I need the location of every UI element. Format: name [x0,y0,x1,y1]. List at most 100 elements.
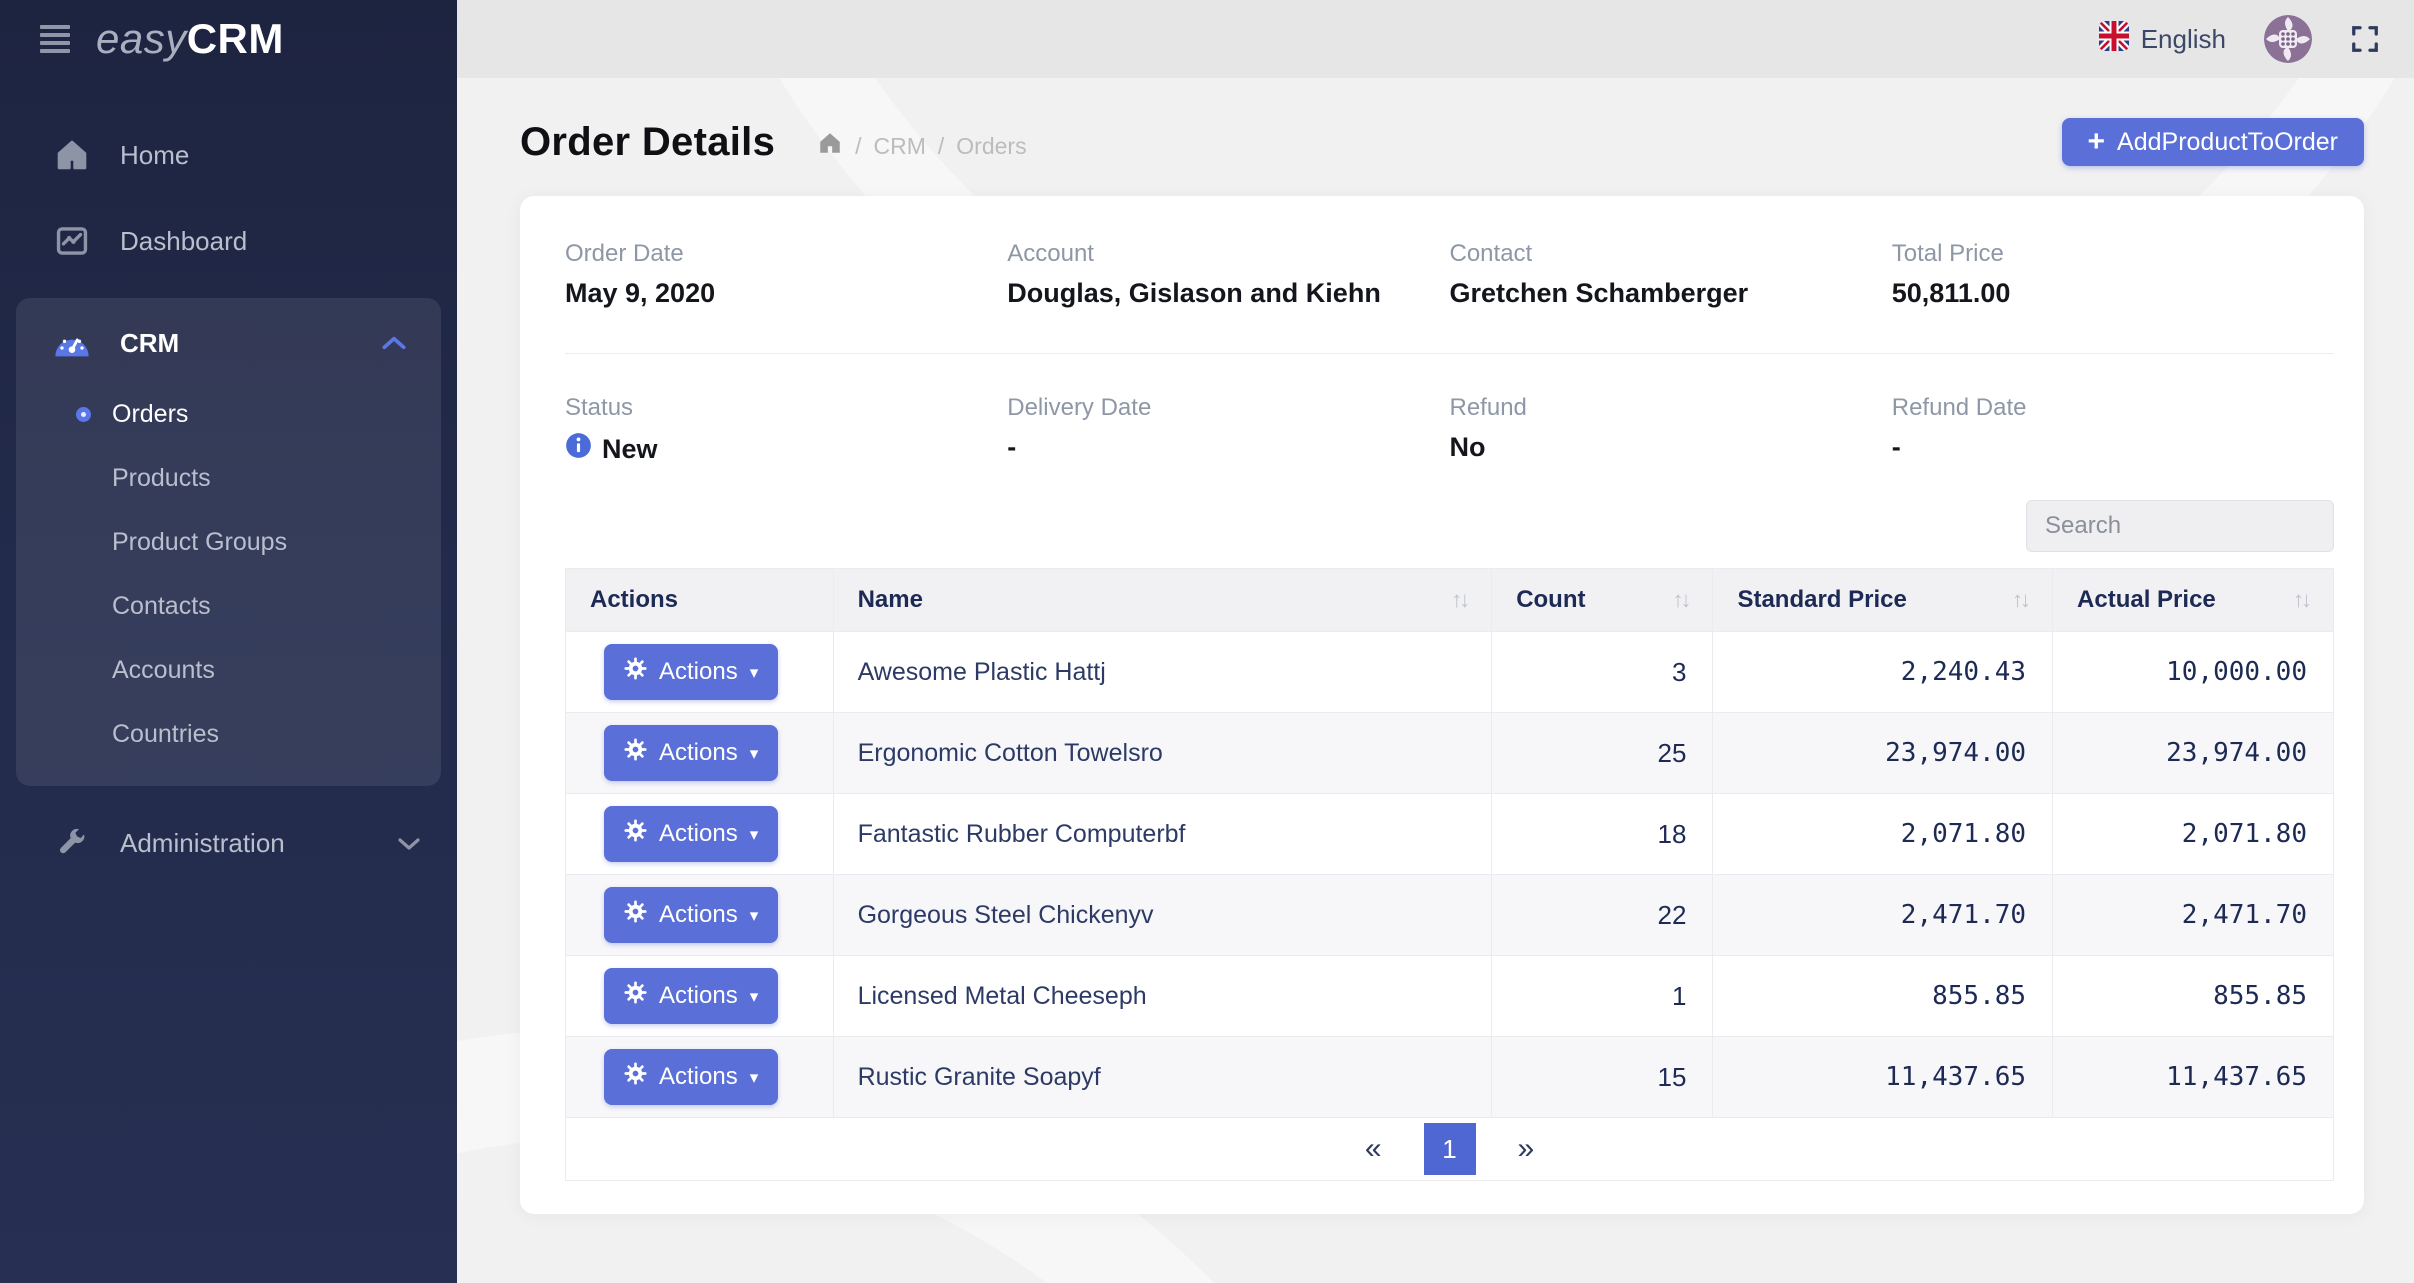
standard-price-cell: 855.85 [1712,955,2054,1037]
page-header: Order Details / CRM / Orders + AddProduc… [520,118,2364,166]
field-value: No [1449,432,1486,462]
sidebar-item-product-groups[interactable]: Product Groups [16,510,441,574]
row-actions-button[interactable]: Actions ▾ [604,1049,779,1105]
language-selector[interactable]: English [2098,20,2226,58]
field-label: Refund Date [1891,394,2027,421]
column-header-standard-price[interactable]: Standard Price ↑↓ [1712,568,2054,632]
field-label: Total Price [1891,240,2004,267]
standard-price-cell: 2,071.80 [1712,793,2054,875]
sidebar-item-dashboard[interactable]: Dashboard [0,198,457,284]
breadcrumb-crm[interactable]: CRM [873,132,926,159]
table-row: Actions ▾ Licensed Metal Cheeseph 1 855.… [565,955,2334,1037]
chevron-up-icon [381,328,407,359]
breadcrumb-orders[interactable]: Orders [956,132,1027,159]
field-status: Status New [565,394,1007,466]
search-input[interactable] [2026,500,2334,552]
sidebar-item-administration[interactable]: Administration [0,800,457,886]
gear-icon [624,981,647,1011]
brand-logo[interactable]: easyCRM [96,15,284,63]
home-breadcrumb-icon[interactable] [817,130,843,162]
product-name-cell[interactable]: Licensed Metal Cheeseph [832,955,1493,1037]
column-header-count[interactable]: Count ↑↓ [1491,568,1714,632]
column-label: Count [1516,586,1586,613]
caret-down-icon: ▾ [749,1067,759,1087]
breadcrumb-separator: / [937,132,945,159]
pagination-page-1[interactable]: 1 [1423,1123,1476,1175]
actions-button-label: Actions [659,901,738,928]
order-summary-row-2: Status New Delivery Date - Refund No [565,354,2334,500]
sidebar-item-orders[interactable]: Orders [16,382,441,446]
count-cell: 1 [1491,955,1714,1037]
pagination-prev-button[interactable]: « [1364,1132,1382,1165]
table-header: Actions Name ↑↓ Count ↑↓ Standard Price ↑↓ [565,568,2334,632]
sidebar-item-products[interactable]: Products [16,446,441,510]
gear-icon [624,657,647,687]
uk-flag-icon [2098,20,2129,58]
field-refund: Refund No [1450,394,1892,466]
sidebar-item-accounts[interactable]: Accounts [16,638,441,702]
sidebar-item-label: Dashboard [120,225,248,256]
sidebar-item-countries[interactable]: Countries [16,702,441,766]
field-contact: Contact Gretchen Schamberger [1450,240,1892,309]
column-header-actual-price[interactable]: Actual Price ↑↓ [2052,568,2334,632]
product-name-cell[interactable]: Gorgeous Steel Chickenyv [832,874,1493,956]
product-name-cell[interactable]: Ergonomic Cotton Towelsro [832,712,1493,794]
gear-icon [624,900,647,930]
table-row: Actions ▾ Rustic Granite Soapyf 15 11,43… [565,1036,2334,1118]
row-actions-button[interactable]: Actions ▾ [604,887,779,943]
actual-price-cell: 23,974.00 [2052,712,2334,794]
sort-icon[interactable]: ↑↓ [1451,587,1470,612]
field-value: Douglas, Gislason and Kiehn [1007,278,1381,308]
actions-cell: Actions ▾ [565,955,834,1037]
column-label: Actual Price [2077,586,2216,613]
add-product-to-order-button[interactable]: + AddProductToOrder [2061,118,2364,166]
table-toolbar [565,500,2334,552]
sidebar-item-crm[interactable]: CRM [16,304,441,382]
sidebar-item-home[interactable]: Home [0,112,457,198]
sidebar-item-label: Home [120,139,190,170]
wrench-icon [50,827,94,859]
actions-button-label: Actions [659,739,738,766]
caret-down-icon: ▾ [749,905,759,925]
field-delivery-date: Delivery Date - [1007,394,1449,466]
column-label: Actions [590,586,679,613]
breadcrumb: / CRM / Orders [817,130,1027,162]
add-button-label: AddProductToOrder [2117,127,2338,156]
order-details-card: Order Date May 9, 2020 Account Douglas, … [520,196,2364,1214]
row-actions-button[interactable]: Actions ▾ [604,968,779,1024]
field-value: New [565,432,1007,466]
product-name-cell[interactable]: Rustic Granite Soapyf [832,1036,1493,1118]
pagination-next-button[interactable]: » [1517,1132,1535,1165]
table-row: Actions ▾ Ergonomic Cotton Towelsro 25 2… [565,712,2334,794]
row-actions-button[interactable]: Actions ▾ [604,644,779,700]
field-total-price: Total Price 50,811.00 [1892,240,2334,309]
row-actions-button[interactable]: Actions ▾ [604,806,779,862]
actual-price-cell: 2,471.70 [2052,874,2334,956]
actual-price-cell: 2,071.80 [2052,793,2334,875]
menu-toggle-icon[interactable] [40,25,70,53]
sort-icon[interactable]: ↑↓ [2012,587,2031,612]
sort-icon[interactable]: ↑↓ [1672,587,1691,612]
info-icon[interactable] [565,432,592,466]
sort-icon[interactable]: ↑↓ [2293,587,2312,612]
brand-easy: easy [96,15,187,62]
actions-cell: Actions ▾ [565,874,834,956]
actions-cell: Actions ▾ [565,1036,834,1118]
row-actions-button[interactable]: Actions ▾ [604,725,779,781]
table-body: Actions ▾ Awesome Plastic Hattj 3 2,240.… [565,631,2334,1118]
actual-price-cell: 855.85 [2052,955,2334,1037]
caret-down-icon: ▾ [749,743,759,763]
avatar[interactable] [2264,15,2312,63]
count-cell: 18 [1491,793,1714,875]
sidebar: easyCRM Home Dashboard [0,0,457,1283]
fullscreen-icon[interactable] [2350,24,2380,54]
column-header-name[interactable]: Name ↑↓ [832,568,1493,632]
sidebar-item-contacts[interactable]: Contacts [16,574,441,638]
product-name-cell[interactable]: Awesome Plastic Hattj [832,631,1493,713]
sidebar-item-label: Contacts [112,591,211,620]
field-label: Order Date [565,240,684,267]
field-label: Contact [1449,240,1533,267]
home-icon [50,138,94,172]
count-cell: 25 [1491,712,1714,794]
product-name-cell[interactable]: Fantastic Rubber Computerbf [832,793,1493,875]
